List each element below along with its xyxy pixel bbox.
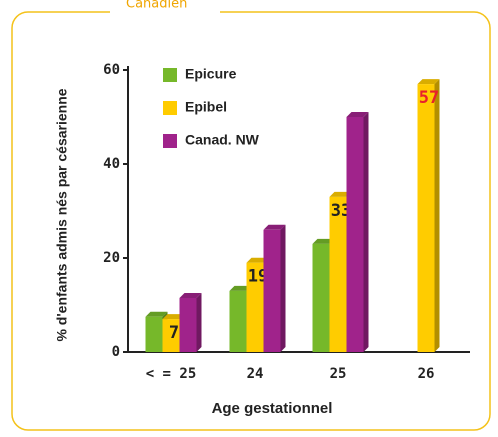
x-tick-label: 26: [418, 366, 435, 382]
legend-label: Canad. NW: [185, 132, 260, 148]
header-fragment: Canadien: [126, 0, 187, 12]
frame: [11, 11, 491, 431]
bar-face: [346, 112, 369, 117]
bar-face: [179, 292, 202, 298]
y-tick-label: 40: [103, 156, 120, 172]
data-label: 33: [331, 201, 351, 221]
bar-face: [329, 196, 347, 352]
legend-label: Epibel: [185, 99, 227, 115]
bar: [346, 112, 369, 352]
bar-face: [162, 314, 185, 320]
legend-swatch: [163, 134, 177, 148]
bar-face: [434, 79, 440, 352]
bar-face: [229, 285, 252, 291]
bar-face: [312, 243, 330, 352]
bar-face: [162, 319, 180, 352]
x-axis-label: Age gestationnel: [212, 400, 333, 417]
y-tick-label: 20: [103, 250, 120, 266]
x-tick-label: 24: [247, 366, 264, 382]
bar: [179, 292, 202, 352]
bar-face: [196, 292, 202, 352]
legend-swatch: [163, 68, 177, 82]
x-tick-label: < = 25: [146, 366, 197, 382]
bar-face: [246, 262, 264, 352]
frame-gap: [110, 0, 220, 14]
y-tick-label: 0: [112, 344, 120, 360]
bar-face: [145, 311, 168, 317]
bar-face: [363, 112, 369, 352]
bar-face: [263, 224, 286, 230]
bar-face: [229, 290, 247, 352]
bar-face: [246, 257, 269, 263]
bar: [263, 224, 286, 352]
x-tick-label: 25: [330, 366, 347, 382]
bar-face: [179, 297, 197, 352]
bar: [417, 79, 440, 352]
bar-face: [280, 224, 286, 352]
bar-face: [417, 84, 435, 352]
data-label: 57: [419, 88, 439, 108]
data-label: 7: [169, 323, 179, 343]
bar-face: [263, 229, 281, 352]
bar-face: [145, 316, 163, 352]
bar-face: [417, 79, 440, 85]
bar-face: [346, 117, 364, 352]
y-tick-label: 60: [103, 62, 120, 78]
bar-face: [329, 191, 352, 197]
y-axis-label: % d'enfants admis nés par césarienne: [54, 88, 70, 341]
legend-swatch: [163, 101, 177, 115]
legend-label: Epicure: [185, 66, 237, 82]
data-label: 19: [248, 267, 268, 287]
bar-face: [312, 238, 335, 244]
